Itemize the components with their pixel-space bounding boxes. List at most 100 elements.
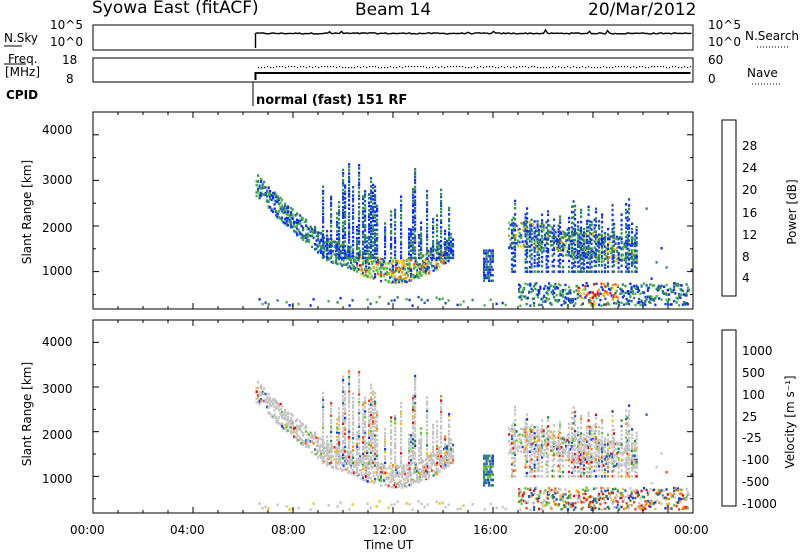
power-cell [519, 284, 522, 288]
power-cell [418, 241, 421, 244]
power-cell [404, 277, 407, 280]
velocity-cell [276, 418, 279, 421]
power-cell [559, 226, 562, 229]
power-cell [619, 246, 622, 249]
power-cell [526, 212, 529, 215]
velocity-cell [435, 473, 438, 476]
velocity-cell [352, 453, 355, 457]
velocity-cell [281, 410, 284, 413]
velocity-cell [305, 426, 308, 429]
power-cell [425, 264, 428, 268]
power-cell [356, 266, 359, 269]
velocity-cell [529, 426, 532, 429]
velocity-cell [324, 449, 327, 453]
velocity-cell [401, 466, 404, 470]
velocity-cell [370, 411, 373, 414]
power-cell [630, 287, 633, 291]
power-cell [344, 227, 347, 230]
power-cell [524, 253, 527, 256]
power-cell [636, 290, 639, 294]
power-cell [446, 243, 449, 246]
power-cell [541, 238, 544, 242]
power-cell [548, 288, 551, 292]
power-cell [544, 300, 547, 303]
power-cell [626, 210, 629, 214]
nave-dot [507, 66, 509, 68]
velocity-cell [354, 465, 357, 468]
power-cell [336, 225, 339, 229]
power-cell [412, 244, 415, 247]
power-cell [429, 261, 432, 265]
power-cell [448, 244, 451, 247]
power-cell [315, 231, 318, 234]
velocity-cell [529, 432, 532, 436]
velocity-cell [426, 396, 429, 399]
velocity-cell [419, 475, 422, 479]
power-cell [422, 264, 425, 268]
velocity-cell [380, 484, 383, 487]
power-cell [422, 254, 425, 257]
power-cell [545, 238, 548, 241]
power-cell [370, 251, 373, 254]
power-cell [348, 172, 351, 175]
power-cell [440, 240, 443, 243]
power-cell [327, 249, 330, 252]
velocity-cell [363, 465, 366, 468]
velocity-cell [288, 426, 291, 430]
power-cell [296, 233, 299, 237]
power-cell [412, 249, 415, 252]
velocity-cell [344, 438, 347, 442]
velocity-cell [376, 410, 379, 414]
power-cell [327, 300, 330, 303]
velocity-cell [514, 447, 517, 450]
power-cell [266, 195, 269, 198]
velocity-cell [362, 441, 365, 444]
power-cell [306, 227, 309, 231]
power-cell [356, 258, 359, 261]
power-cell [381, 259, 384, 263]
velocity-cell [311, 440, 314, 443]
power-cell [352, 215, 355, 218]
velocity-cell [435, 455, 438, 459]
power-cell [291, 213, 294, 217]
power-cell [635, 267, 638, 270]
power-cell [556, 238, 559, 241]
power-cell [634, 256, 637, 260]
velocity-cell [545, 452, 548, 455]
velocity-cell [338, 448, 341, 451]
velocity-cell [533, 469, 536, 473]
velocity-cell [423, 464, 426, 467]
power-cell [483, 252, 486, 255]
power-cell [344, 263, 347, 266]
power-cell [583, 259, 586, 262]
power-cell [314, 248, 317, 251]
power-cell [596, 258, 599, 262]
power-cell [564, 296, 567, 299]
velocity-cell [342, 395, 345, 398]
power-cell [372, 253, 375, 257]
power-cell [300, 217, 303, 220]
power-cell [342, 184, 345, 187]
velocity-cell [530, 468, 533, 471]
velocity-cell [320, 452, 323, 456]
power-cell [450, 240, 453, 243]
power-cell [390, 238, 393, 241]
velocity-cell [356, 450, 359, 454]
velocity-cell [318, 437, 321, 440]
power-cell [621, 283, 624, 286]
velocity-cell [342, 446, 345, 449]
power-cell [368, 246, 371, 249]
power-cell [554, 231, 557, 234]
velocity-cell [511, 463, 514, 466]
velocity-cell [356, 463, 359, 466]
p1-ytick-1000: 1000 [42, 264, 73, 278]
power-cell [578, 229, 581, 232]
power-cell [511, 252, 514, 255]
p1-ytick-2000: 2000 [42, 221, 73, 235]
power-cell [362, 230, 365, 233]
power-cell [344, 186, 347, 190]
velocity-cell [326, 458, 329, 461]
velocity-cell [376, 413, 379, 417]
power-cell [628, 243, 631, 246]
velocity-cell [412, 394, 415, 397]
